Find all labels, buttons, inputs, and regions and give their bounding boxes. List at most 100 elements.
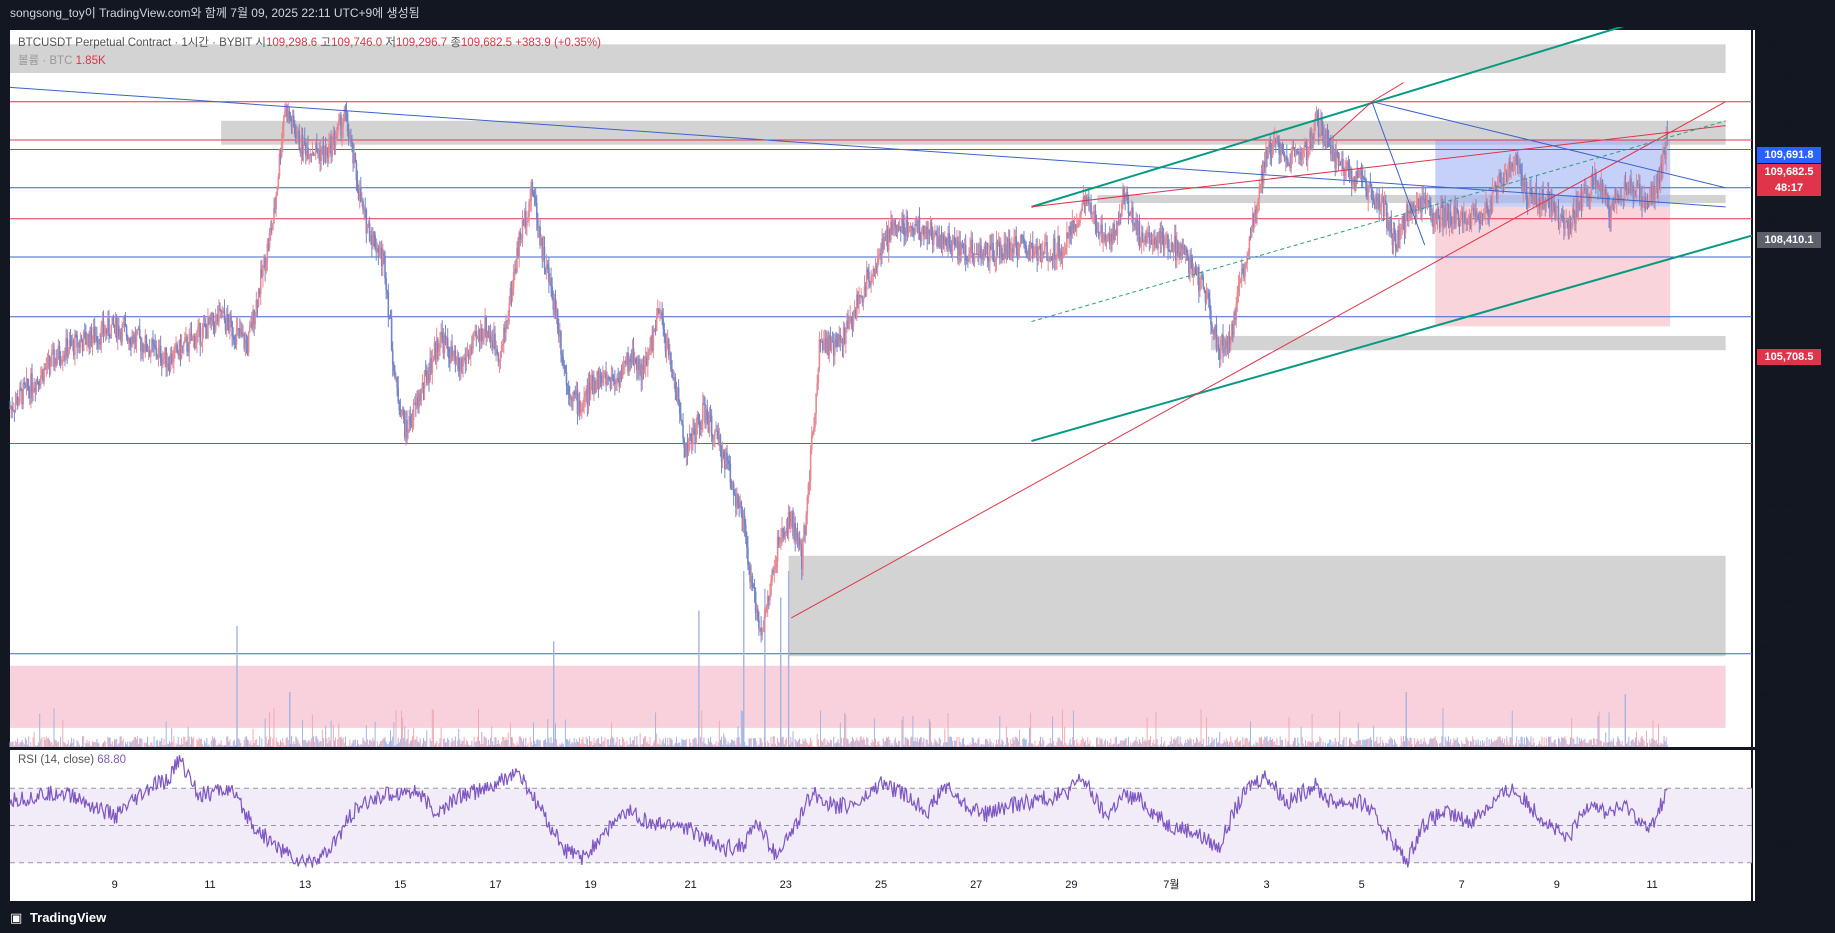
candle-body xyxy=(545,264,548,270)
candle-body xyxy=(477,329,480,336)
candle-body xyxy=(83,331,86,333)
candle-body xyxy=(1024,243,1026,246)
candle-body xyxy=(123,323,126,325)
candle-body xyxy=(13,410,16,412)
candle-body xyxy=(919,232,922,242)
candle-body xyxy=(365,209,368,234)
trendline xyxy=(1371,101,1426,246)
candle-body xyxy=(1247,253,1250,256)
rsi-tick-label: 80.00 xyxy=(1762,765,1790,777)
candle-body xyxy=(1350,170,1353,185)
candle-body xyxy=(1254,209,1256,222)
candle-body xyxy=(1206,292,1209,294)
candle-body xyxy=(41,369,43,376)
candle-body xyxy=(462,359,464,367)
candle-body xyxy=(1111,233,1113,242)
candle-body xyxy=(1632,185,1635,198)
candle-body xyxy=(119,331,121,337)
candle-body xyxy=(374,235,376,249)
candle-body xyxy=(483,332,485,340)
candle-body xyxy=(1620,198,1622,200)
candle-body xyxy=(751,575,754,588)
candle-body xyxy=(1329,146,1332,155)
candle-body xyxy=(69,340,72,342)
candle-body xyxy=(840,340,843,343)
candle-body xyxy=(1074,224,1077,229)
rsi-label[interactable]: RSI (14, close) xyxy=(18,754,95,766)
candle-body xyxy=(962,246,965,254)
candle-body xyxy=(1642,200,1644,207)
candle-body xyxy=(1041,252,1044,254)
candle-body xyxy=(312,152,315,156)
candle-body xyxy=(191,336,194,341)
candle-body xyxy=(39,375,42,385)
candle-body xyxy=(112,315,115,325)
candle-body xyxy=(612,379,615,382)
candle-body xyxy=(1408,211,1410,221)
candle-body xyxy=(1461,211,1464,224)
candle-body xyxy=(906,216,909,234)
candle-body xyxy=(257,290,260,308)
candle-body xyxy=(1432,213,1434,228)
candle-body xyxy=(242,333,244,337)
candle-body xyxy=(673,377,676,380)
candle-body xyxy=(1546,191,1549,201)
candle-body xyxy=(1127,201,1130,214)
candle-body xyxy=(350,140,352,142)
candle-body xyxy=(1498,173,1500,177)
candle-body xyxy=(209,315,211,325)
candle-body xyxy=(897,226,900,231)
candle-body xyxy=(334,139,337,146)
candle-body xyxy=(232,336,235,338)
candle-body xyxy=(1483,212,1486,214)
candle-body xyxy=(1255,209,1257,214)
candle-body xyxy=(258,290,261,295)
price-tick-label: 104,000.0 xyxy=(1760,403,1809,415)
candle-body xyxy=(80,340,83,343)
candle-body xyxy=(137,328,140,330)
candle-body xyxy=(645,357,648,366)
candle-body xyxy=(1123,187,1125,196)
currency-label[interactable]: USDT xyxy=(1766,38,1796,50)
candle-body xyxy=(599,374,602,379)
tradingview-logo-icon[interactable]: ▣ xyxy=(10,910,23,925)
candle-body xyxy=(1025,245,1027,253)
candle-body xyxy=(1389,217,1391,230)
candle-body xyxy=(869,281,871,285)
candle-body xyxy=(1487,208,1489,216)
candle-body xyxy=(1148,232,1151,244)
candle-body xyxy=(715,430,717,432)
candle-body xyxy=(233,336,236,340)
rsi-tick-label: 40.00 xyxy=(1762,839,1790,851)
candle-body xyxy=(928,229,931,234)
candle-body xyxy=(1103,234,1106,236)
candle-body xyxy=(875,266,878,268)
candle-body xyxy=(290,120,293,128)
candle-body xyxy=(1443,207,1445,227)
candle-body xyxy=(747,547,749,566)
candle-body xyxy=(1544,202,1547,207)
chart-canvas[interactable]: 9 11 13 15 17 19 21 23 25 27 29 7월 3 5 7 9 11 111,000.01… xyxy=(0,27,1835,903)
candle-body xyxy=(1239,280,1242,283)
candle-body xyxy=(927,229,930,239)
candle-body xyxy=(631,348,634,363)
candle-body xyxy=(178,339,181,356)
candle-body xyxy=(363,208,365,210)
brand-name[interactable]: TradingView xyxy=(29,910,107,925)
candle-body xyxy=(575,389,578,396)
time-tick-label: 7 xyxy=(1459,879,1465,891)
candle-body xyxy=(608,378,611,380)
candle-body xyxy=(46,357,49,369)
candle-body xyxy=(322,146,325,161)
candle-body xyxy=(401,409,404,414)
candle-body xyxy=(420,388,423,401)
candle-body xyxy=(222,310,225,314)
candle-body xyxy=(1373,200,1376,209)
candle-body xyxy=(37,381,40,385)
symbol-title[interactable]: BTCUSDT Perpetual Contract · 1시간 · BYBIT xyxy=(18,37,253,49)
candle-body xyxy=(202,323,205,328)
candle-body xyxy=(9,407,11,409)
candle-body xyxy=(924,234,926,237)
candle-body xyxy=(1437,208,1440,219)
candle-body xyxy=(565,371,568,385)
